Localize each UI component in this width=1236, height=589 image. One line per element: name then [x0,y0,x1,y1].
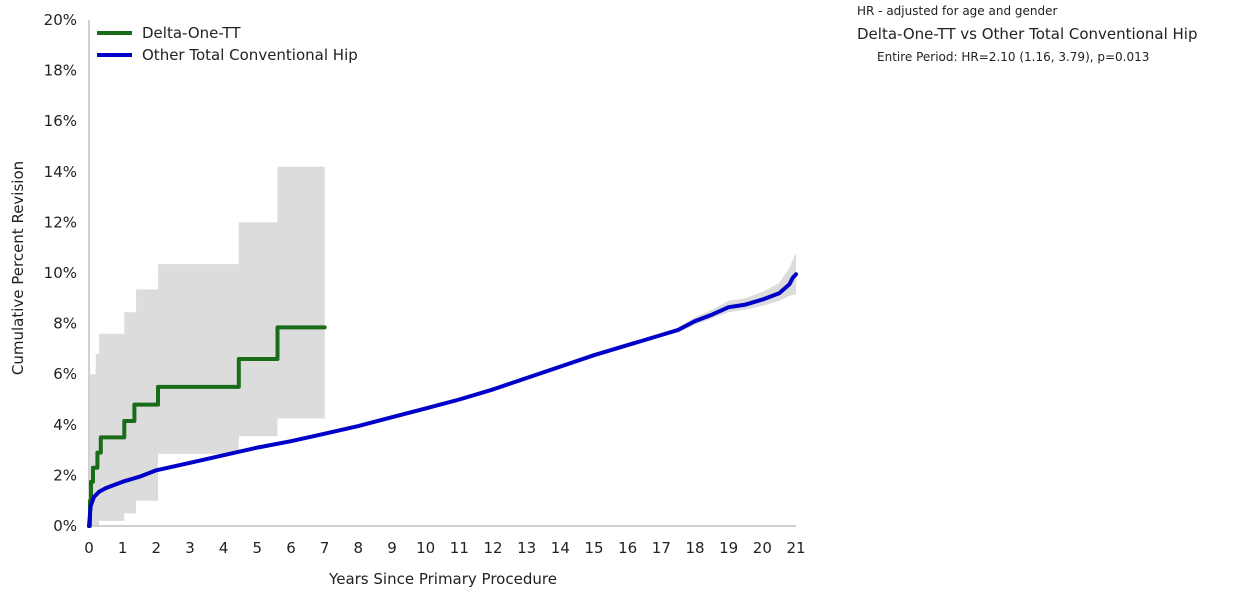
confidence-bands [89,166,796,526]
y-tick-label: 20% [44,11,77,29]
x-tick-label: 6 [286,539,296,557]
legend: Delta-One-TT Other Total Conventional Hip [97,24,358,64]
ci-band-1 [89,166,325,526]
x-tick-label: 15 [584,539,603,557]
hazard-ratio-notes: HR - adjusted for age and gender Delta-O… [857,4,1232,64]
hr-adjustment-note: HR - adjusted for age and gender [857,4,1058,18]
y-tick-label: 18% [44,62,77,80]
y-tick-label: 4% [53,416,77,434]
x-tick-label: 10 [416,539,435,557]
x-tick-label: 18 [685,539,704,557]
series-line-1 [87,325,327,528]
x-tick-label: 0 [84,539,94,557]
x-tick-label: 7 [320,539,330,557]
x-tick-label: 13 [517,539,536,557]
y-tick-label: 10% [44,264,77,282]
x-tick-label: 19 [719,539,738,557]
x-axis-title: Years Since Primary Procedure [328,570,557,588]
y-tick-label: 2% [53,466,77,484]
axes: 0%2%4%6%8%10%12%14%16%18%20%0 1 2 3 4 5 6 7 8 9 10… [44,11,806,557]
x-tick-label: 3 [185,539,195,557]
series-line-2 [87,272,798,528]
y-tick-label: 14% [44,163,77,181]
ci-band-2 [678,252,796,333]
x-tick-label: 4 [219,539,229,557]
x-tick-label: 16 [618,539,637,557]
x-tick-label: 17 [652,539,671,557]
x-tick-label: 5 [253,539,263,557]
y-tick-label: 0% [53,517,77,535]
x-tick-label: 20 [753,539,772,557]
x-tick-label: 8 [354,539,364,557]
series-lines [87,272,798,528]
y-tick-label: 6% [53,365,77,383]
legend-label-1: Delta-One-TT [142,24,241,42]
y-axis-title: Cumulative Percent Revision [9,161,27,375]
comparison-title: Delta-One-TT vs Other Total Conventional… [857,25,1198,43]
x-tick-label: 14 [551,539,570,557]
x-tick-label: 1 [118,539,128,557]
x-tick-label: 11 [450,539,469,557]
y-tick-label: 8% [53,315,77,333]
x-tick-label: 12 [483,539,502,557]
legend-label-2: Other Total Conventional Hip [142,46,358,64]
y-tick-label: 12% [44,213,77,231]
x-tick-label: 2 [152,539,162,557]
y-tick-label: 16% [44,112,77,130]
x-tick-label: 21 [786,539,805,557]
period-hazard-ratio: Entire Period: HR=2.10 (1.16, 3.79), p=0… [877,50,1150,64]
x-tick-label: 9 [387,539,397,557]
